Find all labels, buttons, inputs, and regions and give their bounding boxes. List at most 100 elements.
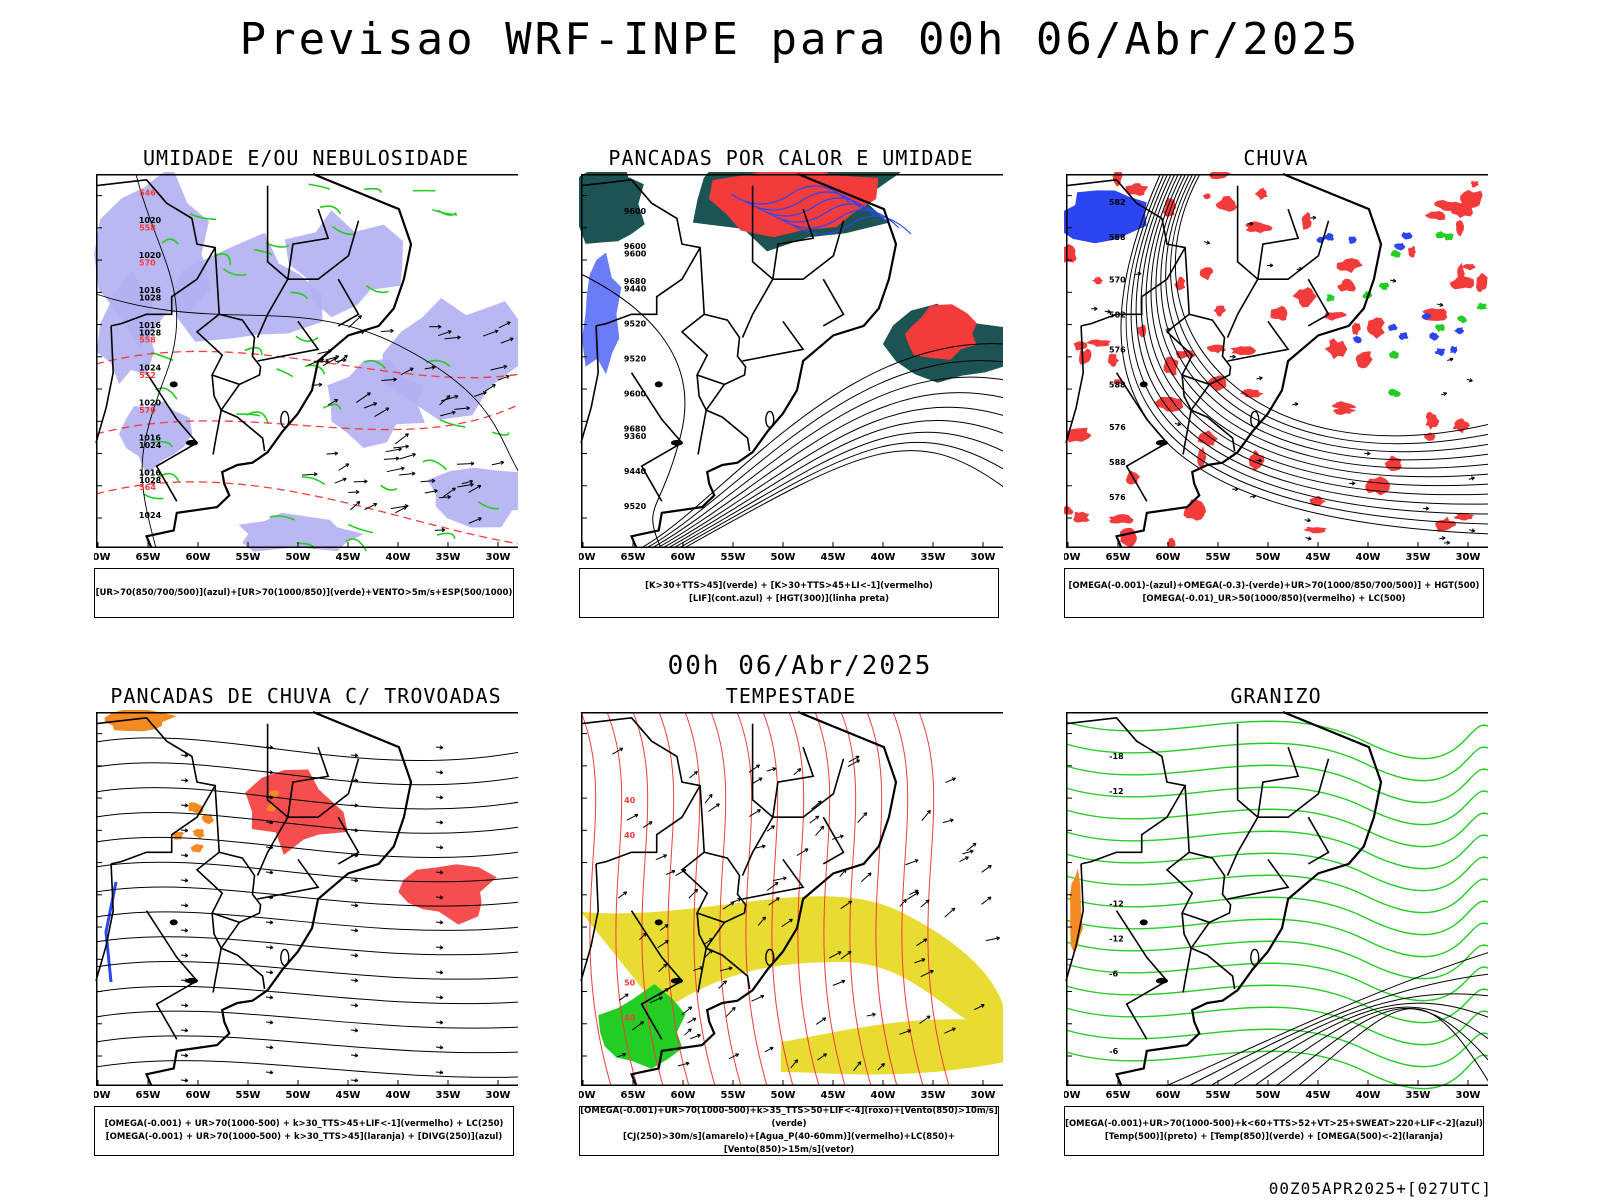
temp500-contour [1187,973,1488,1087]
rain-area [1309,495,1327,506]
wind-vector [632,1021,645,1031]
rain-area [1453,512,1474,521]
map-boundaries [95,710,413,1087]
flow-arrow [350,928,359,933]
flow-arrow [1468,476,1475,481]
wind-vector [642,821,653,828]
flow-arrow [350,953,359,958]
wind-vector [848,755,860,763]
omega-area [1348,236,1357,244]
border-line [580,716,751,990]
border-line [1307,816,1330,865]
contour-label: 9440 [624,284,647,293]
streamline [95,836,518,859]
contour-label: 552 [139,371,156,380]
rain-area [1336,258,1363,273]
wind-vector [906,891,920,900]
precip-water-contour [606,711,638,1087]
convection-area [192,828,205,839]
lake [654,919,663,926]
flow-arrow [435,870,444,875]
panel-title: UMIDADE E/OU NEBULOSIDADE [142,146,470,170]
border-line [1165,313,1210,386]
humidity-area [119,401,193,476]
flow-arrow [435,970,444,975]
precip-water-contour [736,711,768,1087]
wind-vector [399,471,416,476]
contour-label: 582 [1109,198,1126,207]
wind-vector [689,770,698,779]
temp850-contour [1065,1006,1488,1046]
wind-vector [385,447,402,453]
contour-label: 9600 [624,207,647,216]
temp500-contour [1165,952,1488,1087]
streamline [1125,173,1488,525]
height-contour [678,441,1003,549]
lif-contour [742,191,864,211]
precip-water-contour [762,711,794,1087]
wind-vector [815,1017,827,1025]
temp850-contour [1065,896,1488,936]
humidity-contour [295,335,319,343]
rain-area [1073,341,1088,351]
wind-vector [905,859,919,866]
rain-area [1337,278,1356,292]
wind-vector [327,399,339,406]
flow-arrow [1309,215,1317,220]
wind-vector [815,825,825,836]
omega-area [1450,345,1458,354]
rain-area [1183,499,1207,521]
wind-vector [860,872,872,883]
flow-arrow [1466,378,1473,383]
wind-vector [374,407,390,417]
wind-vector [626,813,639,821]
wind-vector [766,825,775,832]
humidity-contour [432,209,458,216]
streamline [95,812,518,834]
lon-label: 70W [94,1090,110,1101]
precip-water-contour [840,711,872,1087]
flow-arrow [265,1045,274,1050]
wind-vector [920,969,934,978]
contour-label: 588 [1109,458,1126,467]
contour-label: 582 [1109,311,1126,320]
wind-vector [394,433,409,445]
jet-area [781,1019,1003,1075]
wind-vector [484,384,496,392]
rain-area [1476,273,1488,293]
temp500-contour [1253,1006,1488,1087]
lake [1155,977,1168,984]
humidity-contour [331,225,356,236]
border-line [211,912,223,993]
streamline [95,1060,518,1078]
wind-vector [751,777,763,785]
wind-vector [313,359,329,364]
contour-label: 9520 [624,320,647,329]
rain-area [1324,338,1348,360]
contour-label: 9440 [624,467,647,476]
lon-label: 60W [186,552,211,563]
contour-label: 576 [1109,493,1126,502]
lon-label: 55W [236,552,261,563]
contour-label: 9600 [624,242,647,251]
flow-arrow [1255,458,1262,463]
lon-label: 45W [336,1090,361,1101]
humidity-area [238,512,364,552]
panel-legend-box: [OMEGA(-0.001)-(azul)+OMEGA(-0.3)-(verde… [1064,568,1484,618]
flow-arrow [1423,506,1430,511]
wind-vector [658,963,668,973]
streamline [95,985,518,1005]
thickness-line [95,481,518,545]
lon-label: 30W [1456,552,1481,563]
wind-vector [434,527,446,533]
rain-area [1175,349,1196,359]
border-line [696,912,708,993]
wind-vector [380,328,394,334]
coastline [629,172,898,549]
panel-title: CHUVA [1243,146,1309,170]
flow-arrow [350,1078,359,1083]
flow-arrow [435,920,444,925]
map-pancadas-calor: 9680 9680 9600 9600 9600 9520 9520 9520 9440 9440… [579,172,1003,564]
rain-area [1065,427,1092,443]
flow-arrow [350,828,359,833]
